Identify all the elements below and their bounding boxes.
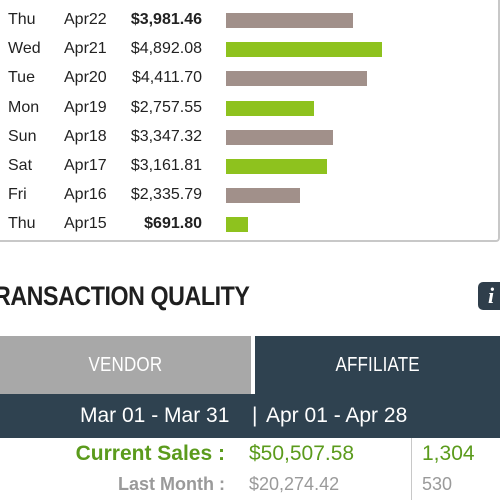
sales-bar: [226, 129, 333, 145]
daily-sales-row: Thu Apr15 $691.80: [0, 210, 496, 239]
day-date: Apr16: [64, 186, 107, 204]
daily-sales-row: Mon Apr19 $2,757.55: [0, 94, 496, 123]
day-of-week: Thu: [8, 11, 36, 28]
day-of-week: Sun: [8, 127, 37, 145]
day-amount: $3,981.46: [130, 11, 202, 28]
last-month-label: Last Month :: [118, 474, 225, 494]
day-date: Apr17: [64, 157, 107, 174]
daily-sales-row: Sat Apr17 $3,161.81: [0, 152, 496, 181]
daily-sales-row: Tue Apr20 $4,411.70: [0, 64, 496, 93]
daily-sales-panel: Thu Apr22 $3,981.46 Wed Apr21 $4,892.08 Tue Apr…: [0, 0, 500, 242]
last-month-count: 530: [422, 474, 453, 494]
day-of-week: Tue: [8, 69, 35, 87]
previous-period: Apr 01 - Apr 28: [266, 404, 408, 427]
day-amount: $4,411.70: [132, 69, 202, 87]
period-separator: |: [252, 404, 258, 427]
day-date: Apr19: [64, 98, 107, 116]
day-date: Apr18: [64, 127, 107, 145]
day-of-week: Fri: [8, 186, 27, 204]
sales-bar: [226, 71, 367, 87]
day-date: Apr20: [64, 69, 107, 87]
last-month-value: $20,274.42: [249, 474, 340, 494]
sales-summary: Current Sales : $50,507.58 1,304 Last Mo…: [0, 438, 500, 500]
day-amount: $691.80: [144, 215, 202, 233]
sales-bar: [226, 159, 327, 174]
day-date: Apr21: [64, 40, 107, 58]
current-sales-count: 1,304: [422, 442, 475, 465]
day-of-week: Thu: [8, 215, 36, 233]
day-date: Apr15: [64, 215, 107, 233]
column-divider: [411, 438, 412, 500]
sales-bar: [226, 188, 300, 204]
day-amount: $3,347.32: [130, 127, 202, 145]
sales-bar: [226, 100, 314, 116]
date-range-bar: Mar 01 - Mar 31 | Apr 01 - Apr 28: [0, 394, 500, 438]
daily-sales-row: Wed Apr21 $4,892.08: [0, 35, 496, 64]
tab-vendor-label: VENDOR: [88, 354, 163, 376]
section-title: RANSACTION QUALITY: [0, 281, 250, 311]
sales-bar: [226, 42, 382, 58]
day-of-week: Sat: [8, 157, 33, 174]
sales-bar: [226, 217, 248, 233]
day-amount: $2,757.55: [130, 98, 202, 116]
current-period: Mar 01 - Mar 31: [80, 404, 230, 427]
day-amount: $3,161.81: [130, 157, 202, 174]
daily-sales-row: Thu Apr22 $3,981.46: [0, 6, 496, 35]
day-amount: $2,335.79: [130, 186, 202, 204]
current-sales-value: $50,507.58: [249, 442, 355, 465]
day-date: Apr22: [64, 11, 107, 28]
day-amount: $4,892.08: [130, 40, 202, 58]
tab-affiliate-label: AFFILIATE: [335, 354, 420, 376]
day-of-week: Mon: [8, 98, 40, 116]
tab-affiliate[interactable]: AFFILIATE: [255, 336, 500, 394]
tab-vendor[interactable]: VENDOR: [0, 336, 251, 394]
info-icon[interactable]: i: [478, 282, 500, 310]
current-sales-label: Current Sales :: [75, 442, 225, 465]
tab-bar: VENDOR AFFILIATE: [0, 336, 500, 394]
daily-sales-row: Sun Apr18 $3,347.32: [0, 123, 496, 152]
day-of-week: Wed: [8, 40, 41, 58]
daily-sales-row: Fri Apr16 $2,335.79: [0, 181, 496, 210]
sales-bar: [226, 13, 353, 28]
